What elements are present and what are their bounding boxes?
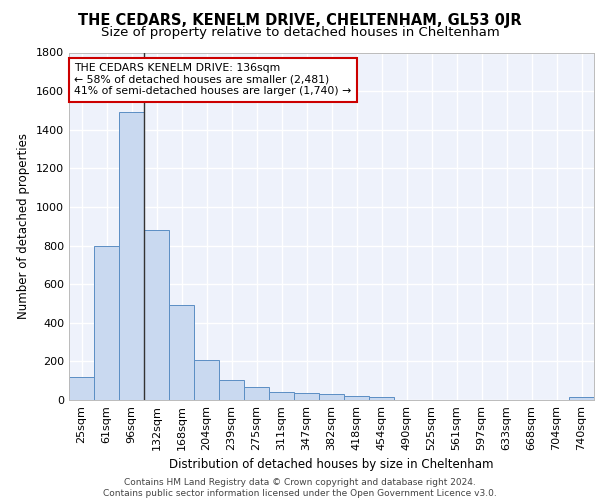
Bar xyxy=(219,380,244,400)
Bar xyxy=(194,360,219,400)
Bar xyxy=(94,246,119,400)
Bar xyxy=(144,230,169,400)
Text: THE CEDARS KENELM DRIVE: 136sqm
← 58% of detached houses are smaller (2,481)
41%: THE CEDARS KENELM DRIVE: 136sqm ← 58% of… xyxy=(74,63,352,96)
Bar xyxy=(294,393,319,400)
Text: THE CEDARS, KENELM DRIVE, CHELTENHAM, GL53 0JR: THE CEDARS, KENELM DRIVE, CHELTENHAM, GL… xyxy=(78,12,522,28)
Text: Size of property relative to detached houses in Cheltenham: Size of property relative to detached ho… xyxy=(101,26,499,39)
Bar xyxy=(69,377,94,400)
Bar xyxy=(269,392,294,400)
Bar xyxy=(169,306,194,400)
Bar xyxy=(344,396,369,400)
Y-axis label: Number of detached properties: Number of detached properties xyxy=(17,133,31,320)
Bar xyxy=(319,394,344,400)
Bar xyxy=(244,388,269,400)
X-axis label: Distribution of detached houses by size in Cheltenham: Distribution of detached houses by size … xyxy=(169,458,494,471)
Text: Contains HM Land Registry data © Crown copyright and database right 2024.
Contai: Contains HM Land Registry data © Crown c… xyxy=(103,478,497,498)
Bar xyxy=(569,397,594,400)
Bar xyxy=(119,112,144,400)
Bar xyxy=(369,397,394,400)
